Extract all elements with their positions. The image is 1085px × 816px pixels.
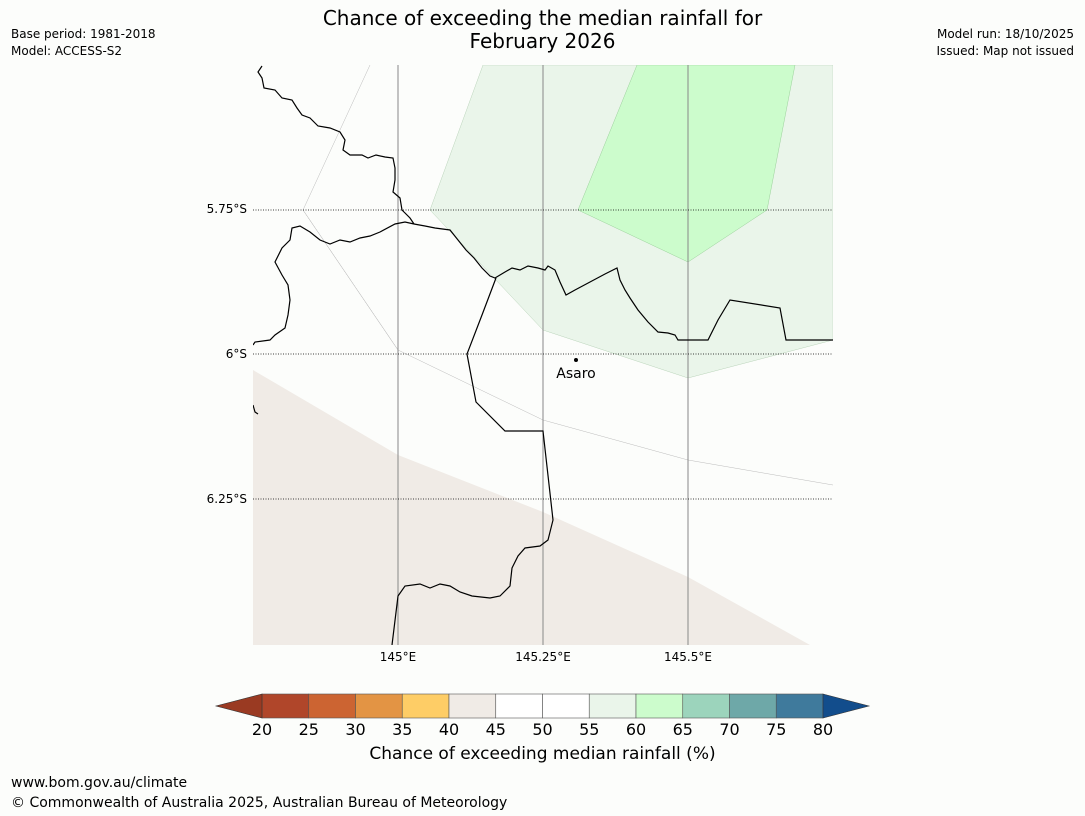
colorbar-segment bbox=[729, 693, 777, 719]
rainfall-map: Asaro 5.75°S 6°S 6.25°S 145°E 145.25°E 1… bbox=[207, 65, 833, 664]
colorbar-segment bbox=[448, 693, 497, 719]
lat-label-6: 6°S bbox=[226, 347, 247, 361]
colorbar-tick-label: 65 bbox=[673, 720, 693, 739]
issued-text: Issued: Map not issued bbox=[936, 44, 1074, 58]
colorbar-tick-label: 45 bbox=[486, 720, 506, 739]
model-run-text: Model run: 18/10/2025 bbox=[936, 27, 1074, 41]
colorbar-segment bbox=[308, 693, 356, 719]
colorbar-tick-label: 50 bbox=[532, 720, 552, 739]
asaro-label: Asaro bbox=[556, 366, 595, 382]
contour-line bbox=[302, 65, 833, 486]
colorbar-segment bbox=[682, 693, 730, 719]
colorbar-segment bbox=[635, 693, 684, 719]
lon-label-145-5: 145.5°E bbox=[664, 650, 712, 664]
colorbar-segment bbox=[355, 693, 403, 719]
model-text: Model: ACCESS-S2 bbox=[11, 44, 123, 58]
colorbar-tick-label: 35 bbox=[392, 720, 412, 739]
colorbar-segment bbox=[542, 693, 590, 719]
colorbar-segments bbox=[261, 693, 824, 719]
colorbar-tick-label: 55 bbox=[579, 720, 599, 739]
colorbar-segment bbox=[775, 693, 824, 719]
colorbar-tick-label: 20 bbox=[252, 720, 272, 739]
metadata-right: Model run: 18/10/2025 Issued: Map not is… bbox=[936, 26, 1074, 60]
lon-label-145: 145°E bbox=[380, 650, 417, 664]
colorbar-tick-label: 30 bbox=[345, 720, 365, 739]
contour-line bbox=[302, 209, 399, 351]
colorbar: 20 25 30 35 40 45 50 55 60 65 70 75 80 bbox=[214, 693, 871, 739]
map-title: Chance of exceeding the median rainfall … bbox=[0, 7, 1085, 53]
colorbar-under-arrow bbox=[214, 693, 263, 719]
boundary-north bbox=[257, 65, 415, 225]
footer-copyright: © Commonwealth of Australia 2025, Austra… bbox=[11, 795, 508, 811]
footer-url: www.bom.gov.au/climate bbox=[11, 775, 188, 791]
base-period-text: Base period: 1981-2018 bbox=[11, 27, 156, 41]
colorbar-tick-label: 40 bbox=[439, 720, 459, 739]
title-line-1: Chance of exceeding the median rainfall … bbox=[322, 6, 763, 30]
colorbar-tick-label: 70 bbox=[719, 720, 739, 739]
lon-label-145-25: 145.25°E bbox=[515, 650, 571, 664]
boundary-central bbox=[253, 221, 415, 346]
boundary-east bbox=[413, 223, 833, 341]
colorbar-label: Chance of exceeding median rainfall (%) bbox=[369, 744, 716, 764]
colorbar-tick-labels: 20 25 30 35 40 45 50 55 60 65 70 75 80 bbox=[252, 720, 833, 739]
boundary-south bbox=[391, 277, 554, 645]
colorbar-tick-label: 75 bbox=[766, 720, 786, 739]
green-probability-region bbox=[577, 65, 796, 263]
colorbar-segment bbox=[401, 693, 450, 719]
colorbar-tick-label: 60 bbox=[626, 720, 646, 739]
colorbar-segment bbox=[261, 693, 310, 719]
colorbar-segment bbox=[588, 693, 637, 719]
asaro-marker bbox=[574, 358, 578, 362]
lat-label-5-75: 5.75°S bbox=[207, 202, 247, 216]
metadata-left: Base period: 1981-2018 Model: ACCESS-S2 bbox=[11, 26, 156, 60]
boundary-west-fragment bbox=[253, 404, 259, 415]
colorbar-tick-label: 25 bbox=[299, 720, 319, 739]
title-line-2: February 2026 bbox=[469, 29, 616, 53]
lat-label-6-25: 6.25°S bbox=[207, 492, 247, 506]
colorbar-over-arrow bbox=[822, 693, 871, 719]
colorbar-segment bbox=[495, 693, 543, 719]
colorbar-tick-label: 80 bbox=[813, 720, 833, 739]
tan-probability-region bbox=[253, 370, 810, 645]
